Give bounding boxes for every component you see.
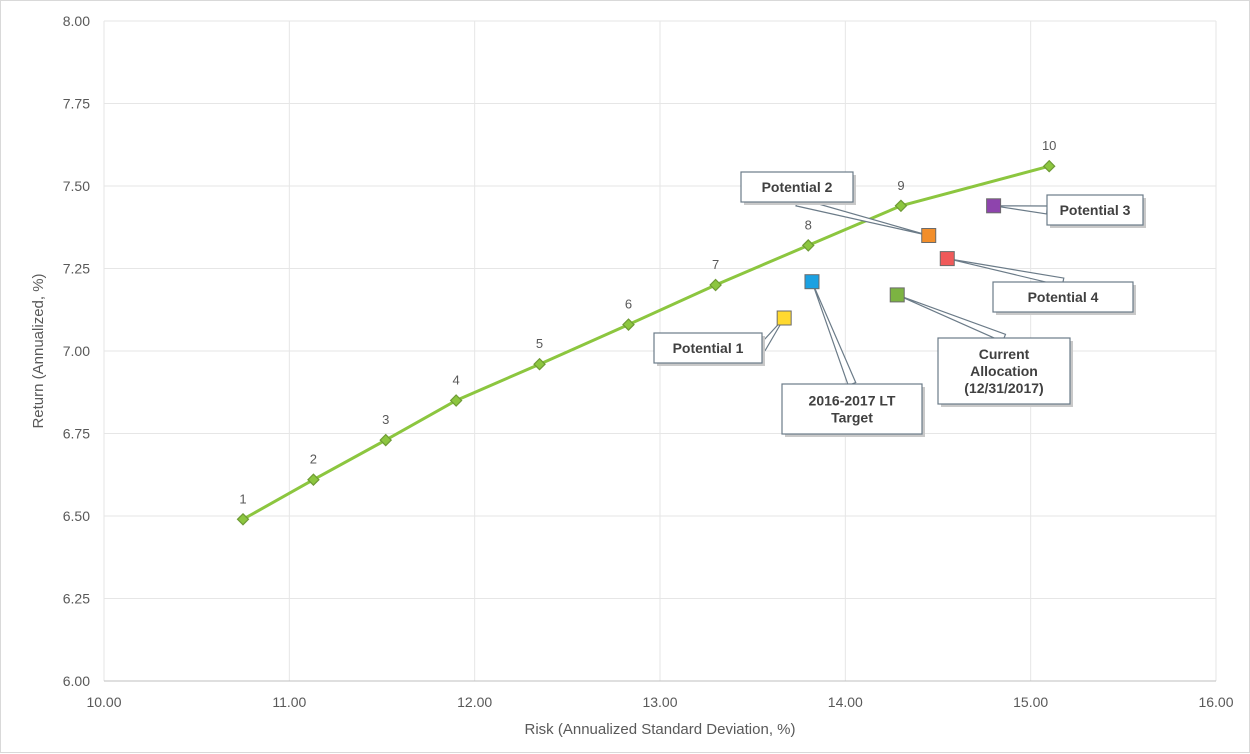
- x-tick-label: 12.00: [457, 694, 492, 710]
- y-tick-label: 6.50: [63, 508, 90, 524]
- x-tick-label: 13.00: [642, 694, 677, 710]
- callout-label: Allocation: [970, 363, 1038, 379]
- frontier-point-1: [236, 512, 250, 526]
- y-tick-label: 7.25: [63, 261, 90, 277]
- portfolio-marker: [776, 310, 792, 326]
- frontier-point-4: [449, 394, 463, 407]
- portfolio-marker: [986, 198, 1002, 214]
- y-tick-label: 6.00: [63, 673, 90, 689]
- y-axis-label: Return (Annualized, %): [30, 273, 47, 428]
- frontier-line: [242, 164, 1050, 521]
- frontier-point-6: [622, 318, 635, 331]
- frontier-point-5: [533, 357, 546, 371]
- y-tick-label: 7.00: [63, 343, 90, 359]
- callout-4: Potential 3: [986, 194, 1146, 228]
- frontier-point-label-1: 1: [239, 491, 246, 506]
- frontier-point-2: [307, 473, 320, 487]
- callout-box: [740, 171, 854, 203]
- frontier-point-label-5: 5: [536, 336, 543, 351]
- frontier-point-3: [379, 433, 393, 447]
- callout-label: Potential 1: [673, 340, 744, 356]
- callout-label: (12/31/2017): [964, 380, 1043, 396]
- callout-label: Potential 2: [762, 179, 833, 195]
- callout-label: Target: [831, 410, 873, 426]
- callout-2: Potential 2: [740, 171, 937, 243]
- frontier-point-label-6: 6: [625, 297, 632, 312]
- callout-label: Potential 3: [1060, 202, 1131, 218]
- x-axis-label: Risk (Annualized Standard Deviation, %): [525, 721, 796, 738]
- portfolio-marker: [804, 274, 820, 290]
- callout-0: Potential 1: [653, 310, 792, 366]
- portfolio-marker: [921, 228, 937, 243]
- callout-box: [1046, 194, 1144, 226]
- x-tick-label: 14.00: [828, 694, 863, 710]
- callout-label: 2016-2017 LT: [809, 393, 896, 409]
- frontier-point-label-7: 7: [712, 257, 719, 272]
- axes: 10.00 11.00 12.00 13.00 14.00 15.00 16.00 6.00 6…: [63, 13, 1234, 710]
- callout-box: [653, 332, 763, 364]
- frontier-point-7: [709, 278, 722, 292]
- portfolio-marker: [889, 287, 905, 303]
- y-tick-label: 7.50: [63, 178, 90, 194]
- callout-leader: [896, 294, 1007, 343]
- frontier-point-label-8: 8: [805, 217, 812, 232]
- frontier-point-label-3: 3: [382, 412, 389, 427]
- x-tick-label: 11.00: [272, 694, 306, 710]
- frontier-point-10: [1042, 159, 1056, 173]
- callout-box: [781, 383, 923, 435]
- callout-3: Potential 4: [939, 251, 1136, 315]
- frontier-point-label-9: 9: [897, 178, 904, 193]
- y-tick-label: 7.75: [63, 96, 90, 112]
- x-tick-label: 16.00: [1198, 694, 1233, 710]
- x-tick-label: 10.00: [86, 694, 121, 710]
- frontier-point-label-4: 4: [453, 373, 460, 388]
- frontier-point-label-10: 10: [1042, 138, 1056, 153]
- frontier-point-9: [894, 199, 908, 213]
- x-tick-label: 15.00: [1013, 694, 1048, 710]
- frontier-series: 1 2 3 4 5 6 7 8 9 10: [236, 138, 1056, 526]
- y-tick-label: 6.25: [63, 591, 90, 607]
- y-tick-label: 8.00: [63, 13, 90, 29]
- y-tick-label: 6.75: [63, 426, 90, 442]
- frontier-point-8: [801, 239, 815, 252]
- frontier-point-label-2: 2: [310, 452, 317, 467]
- callout-label: Current: [979, 346, 1030, 362]
- portfolio-marker: [939, 251, 955, 267]
- callout-leader: [993, 205, 1048, 215]
- callout-leader: [811, 281, 857, 387]
- callout-label: Potential 4: [1028, 289, 1099, 305]
- callout-box: [937, 337, 1071, 405]
- callout-box: [992, 281, 1134, 313]
